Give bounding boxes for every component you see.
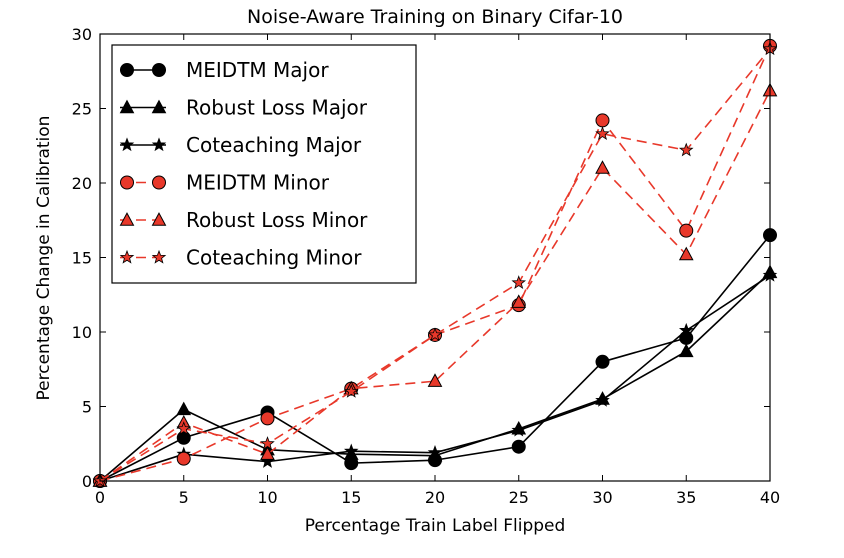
legend-item: Coteaching Minor [119,246,362,270]
data-point [595,392,610,407]
legend-label: MEIDTM Minor [186,171,330,195]
legend-item: Robust Loss Major [119,96,368,120]
data-point [427,445,443,459]
data-point [176,421,192,436]
y-tick-label: 0 [82,472,92,491]
x-tick-label: 20 [425,488,445,507]
data-point [678,246,694,261]
data-point [595,126,610,141]
x-axis-label: Percentage Train Label Flipped [305,516,566,536]
y-tick-label: 30 [72,25,92,44]
legend-label: Coteaching Major [186,133,362,157]
x-tick-label: 15 [341,488,361,507]
data-point [678,142,694,157]
data-point [511,439,526,454]
data-point [511,422,527,437]
x-tick-label: 10 [257,488,277,507]
series-line [99,48,771,482]
plot-area [92,38,778,488]
data-point [678,343,694,358]
legend-item: Coteaching Major [119,133,362,157]
data-point [260,436,275,450]
data-point [679,223,694,238]
legend-marker [119,249,135,264]
legend-marker [151,212,167,226]
data-point [427,373,443,387]
legend-marker [151,249,167,264]
data-point [176,451,191,466]
legend-marker [151,99,167,114]
legend-marker [120,175,134,190]
x-tick-label: 5 [179,488,189,507]
data-point [595,160,610,174]
data-point [595,354,610,369]
data-point [427,327,443,342]
x-tick-label: 30 [592,488,612,507]
y-tick-label: 10 [72,323,92,342]
legend-marker [119,99,135,114]
data-point [260,411,275,426]
y-tick-label: 5 [82,398,92,417]
x-tick-label: 25 [509,488,529,507]
series-4 [92,82,778,487]
data-point [511,275,527,290]
legend-box [111,44,417,284]
data-point [511,294,527,308]
axis-ticks: 0 5 10 15 20 25 30 35 40 0 5 10 15 20 25 30 [72,25,781,507]
legend-marker [119,212,135,226]
data-point [260,446,275,460]
series-line [99,90,771,482]
legend-label: Coteaching Minor [186,246,362,270]
y-tick-label: 20 [72,174,92,193]
data-point [678,322,694,337]
legend-label: MEIDTM Major [186,58,329,82]
y-axis-label: Percentage Change in Calibration [34,116,54,401]
chart-title: Noise-Aware Training on Binary Cifar-10 [247,6,623,28]
y-tick-label: 15 [72,249,92,268]
y-tick-label: 25 [72,100,92,119]
legend-marker [152,63,166,77]
x-tick-label: 0 [95,488,105,507]
data-point [343,443,359,458]
legend-label: Robust Loss Minor [186,208,368,232]
data-point [176,430,191,445]
data-point [176,401,192,416]
data-point [343,383,359,398]
legend-marker [151,137,167,152]
legend-item: Robust Loss Minor [119,208,368,232]
legend-item: MEIDTM Minor [120,171,330,195]
legend-marker [119,137,135,152]
legend-item: MEIDTM Major [120,58,329,82]
x-tick-label: 40 [760,488,780,507]
x-tick-label: 35 [676,488,696,507]
data-point [595,113,610,128]
series-line [99,45,771,482]
legend-label: Robust Loss Major [186,96,368,120]
legend: MEIDTM Major Robust Loss Major Coteaching … [111,44,417,284]
legend-marker [152,175,166,190]
legend-marker [120,63,134,77]
